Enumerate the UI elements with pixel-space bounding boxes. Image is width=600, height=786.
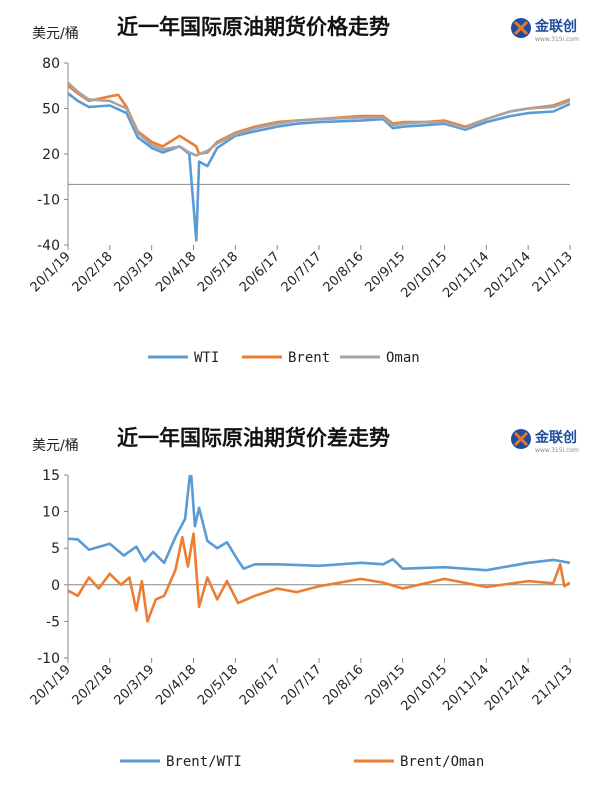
x-tick-label: 21/1/13 [530,662,576,708]
legend-item: Brent/Oman [354,754,484,770]
x-tick-label: 20/8/16 [321,662,367,708]
svg-text:www.315i.com: www.315i.com [535,447,579,454]
x-tick-label: 20/7/17 [279,249,325,295]
x-tick-label: 20/3/19 [111,249,157,295]
price-chart-title: 近一年国际原油期货价格走势 [117,15,390,39]
y-tick-label: -10 [37,651,60,667]
legend-item: Oman [340,350,420,366]
x-tick-label: 20/1/19 [28,662,74,708]
x-tick-label: 20/4/18 [153,249,199,295]
spread-chart: 美元/桶 近一年国际原油期货价差走势 金联创 www.315i.com 15 10… [28,426,579,770]
x-tick-label: 20/8/16 [321,249,367,295]
spread-chart-title: 近一年国际原油期货价差走势 [117,426,390,450]
legend-label: Brent/WTI [166,754,242,770]
legend-label: Brent/Oman [400,754,484,770]
y-tick-label: 15 [42,468,60,484]
y-tick-label: -40 [37,238,60,254]
series-line-oman [68,81,570,157]
spread-chart-ylabel: 美元/桶 [32,438,79,454]
x-tick-label: 20/5/18 [195,249,241,295]
y-tick-label: 10 [42,505,60,521]
y-tick-label: -5 [46,614,60,630]
x-tick-label: 20/2/18 [70,662,116,708]
price-chart: 美元/桶 近一年国际原油期货价格走势 金联创 www.315i.com 80 50… [28,15,579,366]
legend-item: WTI [148,350,219,366]
legend-label: Oman [386,350,420,366]
jinlianchuang-logo: 金联创 www.315i.com [511,18,579,43]
y-tick-label: -10 [37,193,60,209]
y-tick-label: 80 [42,56,60,72]
y-tick-label: 0 [51,578,60,594]
y-tick-label: 20 [42,147,60,163]
legend-label: WTI [194,350,219,366]
x-tick-label: 20/2/18 [70,249,116,295]
x-tick-label: 20/12/14 [482,249,534,301]
x-tick-label: 21/1/13 [530,249,576,295]
series-line-wti [68,92,570,242]
x-tick-label: 20/6/17 [237,662,283,708]
legend-label: Brent [288,350,330,366]
y-tick-label: 50 [42,102,60,118]
legend-item: Brent/WTI [120,754,242,770]
x-tick-label: 20/7/17 [279,662,325,708]
x-tick-label: 20/6/17 [237,249,283,295]
svg-text:金联创: 金联创 [534,18,577,35]
svg-text:金联创: 金联创 [534,429,577,446]
y-tick-label: 5 [51,541,60,557]
svg-text:www.315i.com: www.315i.com [535,36,579,43]
x-tick-label: 20/4/18 [153,662,199,708]
legend-item: Brent [242,350,330,366]
jinlianchuang-logo: 金联创 www.315i.com [511,429,579,454]
series-line-brent-oman [68,532,570,623]
x-tick-label: 20/12/14 [482,662,534,714]
x-tick-label: 20/3/19 [111,662,157,708]
x-tick-label: 20/1/19 [28,249,74,295]
x-tick-label: 20/5/18 [195,662,241,708]
price-chart-ylabel: 美元/桶 [32,26,79,42]
series-line-brent-wti [68,475,570,572]
